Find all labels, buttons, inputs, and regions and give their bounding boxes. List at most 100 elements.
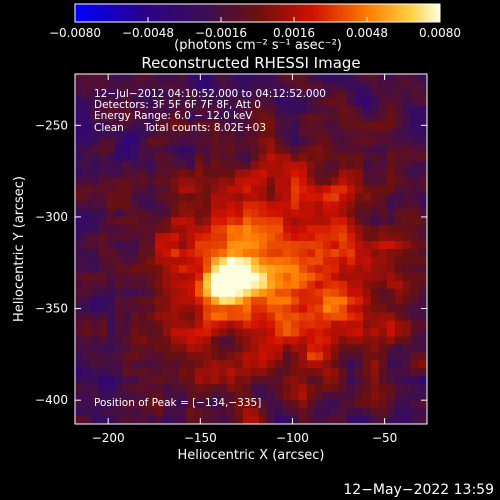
heatmap-cell bbox=[379, 400, 388, 409]
heatmap-cell bbox=[395, 89, 404, 99]
heatmap-cell bbox=[267, 145, 276, 155]
heatmap-cell bbox=[379, 177, 388, 186]
heatmap-cell bbox=[187, 280, 196, 290]
heatmap-cell bbox=[163, 336, 172, 346]
heatmap-cell bbox=[395, 137, 404, 147]
heatmap-cell bbox=[387, 344, 396, 353]
heatmap-cell bbox=[323, 193, 332, 202]
heatmap-cell bbox=[211, 177, 220, 186]
heatmap-cell bbox=[187, 193, 196, 202]
heatmap-cell bbox=[131, 74, 140, 83]
heatmap-cell bbox=[163, 352, 172, 361]
heatmap-cell bbox=[387, 249, 396, 258]
heatmap-cell bbox=[291, 209, 300, 218]
heatmap-cell bbox=[91, 360, 100, 369]
heatmap-cell bbox=[339, 241, 348, 250]
heatmap-cell bbox=[147, 336, 156, 346]
heatmap-cell bbox=[243, 328, 252, 338]
heatmap-cell bbox=[235, 169, 244, 178]
heatmap-cell bbox=[331, 288, 340, 298]
heatmap-cell bbox=[291, 81, 300, 91]
heatmap-cell bbox=[131, 312, 140, 322]
colorbar-units-label: (photons cm⁻² s⁻¹ asec⁻²) bbox=[174, 38, 342, 53]
heatmap-cell bbox=[179, 384, 188, 393]
heatmap-cell bbox=[139, 169, 148, 178]
heatmap-cell bbox=[283, 368, 292, 377]
heatmap-cell bbox=[107, 193, 116, 202]
heatmap-cell bbox=[107, 408, 116, 417]
heatmap-cell bbox=[155, 121, 164, 131]
heatmap-cell bbox=[235, 241, 244, 250]
heatmap-cell bbox=[83, 296, 92, 306]
heatmap-cell bbox=[347, 185, 356, 194]
heatmap-cell bbox=[331, 241, 340, 250]
heatmap-cell bbox=[347, 137, 356, 147]
heatmap-cell bbox=[131, 296, 140, 306]
heatmap-cell bbox=[171, 312, 180, 322]
heatmap-cell bbox=[115, 384, 124, 393]
heatmap-cell bbox=[75, 201, 84, 210]
heatmap-cell bbox=[299, 368, 308, 377]
heatmap-cell bbox=[419, 217, 427, 226]
heatmap-cell bbox=[91, 81, 100, 91]
heatmap-cell bbox=[419, 89, 427, 99]
heatmap-cell bbox=[323, 113, 332, 123]
heatmap-cell bbox=[163, 193, 172, 202]
heatmap-cell bbox=[75, 392, 84, 401]
heatmap-cell bbox=[379, 344, 388, 353]
heatmap-cell bbox=[155, 201, 164, 210]
heatmap-cell bbox=[171, 153, 180, 163]
heatmap-cell bbox=[99, 392, 108, 401]
heatmap-cell bbox=[179, 153, 188, 163]
heatmap-cell bbox=[419, 352, 427, 361]
heatmap-cell bbox=[123, 328, 132, 338]
heatmap-cell bbox=[403, 249, 412, 258]
heatmap-cell bbox=[339, 376, 348, 385]
x-tick-label: −150 bbox=[184, 431, 217, 445]
heatmap-cell bbox=[171, 209, 180, 218]
heatmap-cell bbox=[283, 105, 292, 115]
heatmap-cell bbox=[99, 113, 108, 123]
heatmap-cell bbox=[171, 280, 180, 290]
heatmap-cell bbox=[379, 161, 388, 171]
heatmap-cell bbox=[155, 320, 164, 330]
heatmap-cell bbox=[339, 177, 348, 186]
heatmap-cell bbox=[355, 288, 364, 298]
heatmap-cell bbox=[323, 344, 332, 353]
heatmap-cell bbox=[395, 161, 404, 171]
heatmap-cell bbox=[131, 408, 140, 417]
heatmap-cell bbox=[371, 201, 380, 210]
heatmap-cell bbox=[331, 416, 340, 424]
heatmap-cell bbox=[123, 392, 132, 401]
heatmap-cell bbox=[395, 169, 404, 178]
heatmap-cell bbox=[211, 129, 220, 139]
heatmap-cell bbox=[163, 89, 172, 99]
heatmap-cell bbox=[243, 113, 252, 123]
heatmap-cell bbox=[315, 296, 324, 306]
heatmap-cell bbox=[243, 400, 252, 409]
heatmap-cell bbox=[379, 352, 388, 361]
heatmap-cell bbox=[171, 201, 180, 210]
heatmap-cell bbox=[211, 161, 220, 171]
heatmap-cell bbox=[115, 129, 124, 139]
heatmap-cell bbox=[115, 288, 124, 298]
heatmap-cell bbox=[299, 336, 308, 346]
heatmap-cell bbox=[339, 225, 348, 234]
heatmap-cell bbox=[163, 272, 172, 282]
heatmap-cell bbox=[139, 280, 148, 290]
heatmap-cell bbox=[75, 97, 84, 107]
heatmap-cell bbox=[307, 105, 316, 115]
heatmap-cell bbox=[211, 400, 220, 409]
heatmap-cell bbox=[403, 384, 412, 393]
heatmap-cell bbox=[163, 185, 172, 194]
heatmap-cell bbox=[355, 137, 364, 147]
heatmap-cell bbox=[363, 296, 372, 306]
heatmap-cell bbox=[259, 185, 268, 194]
heatmap-cell bbox=[323, 161, 332, 171]
heatmap-cell bbox=[275, 320, 284, 330]
heatmap-cell bbox=[323, 352, 332, 361]
heatmap-cell bbox=[411, 137, 420, 147]
heatmap-cell bbox=[107, 137, 116, 147]
heatmap-cell bbox=[115, 185, 124, 194]
heatmap-cell bbox=[131, 209, 140, 218]
